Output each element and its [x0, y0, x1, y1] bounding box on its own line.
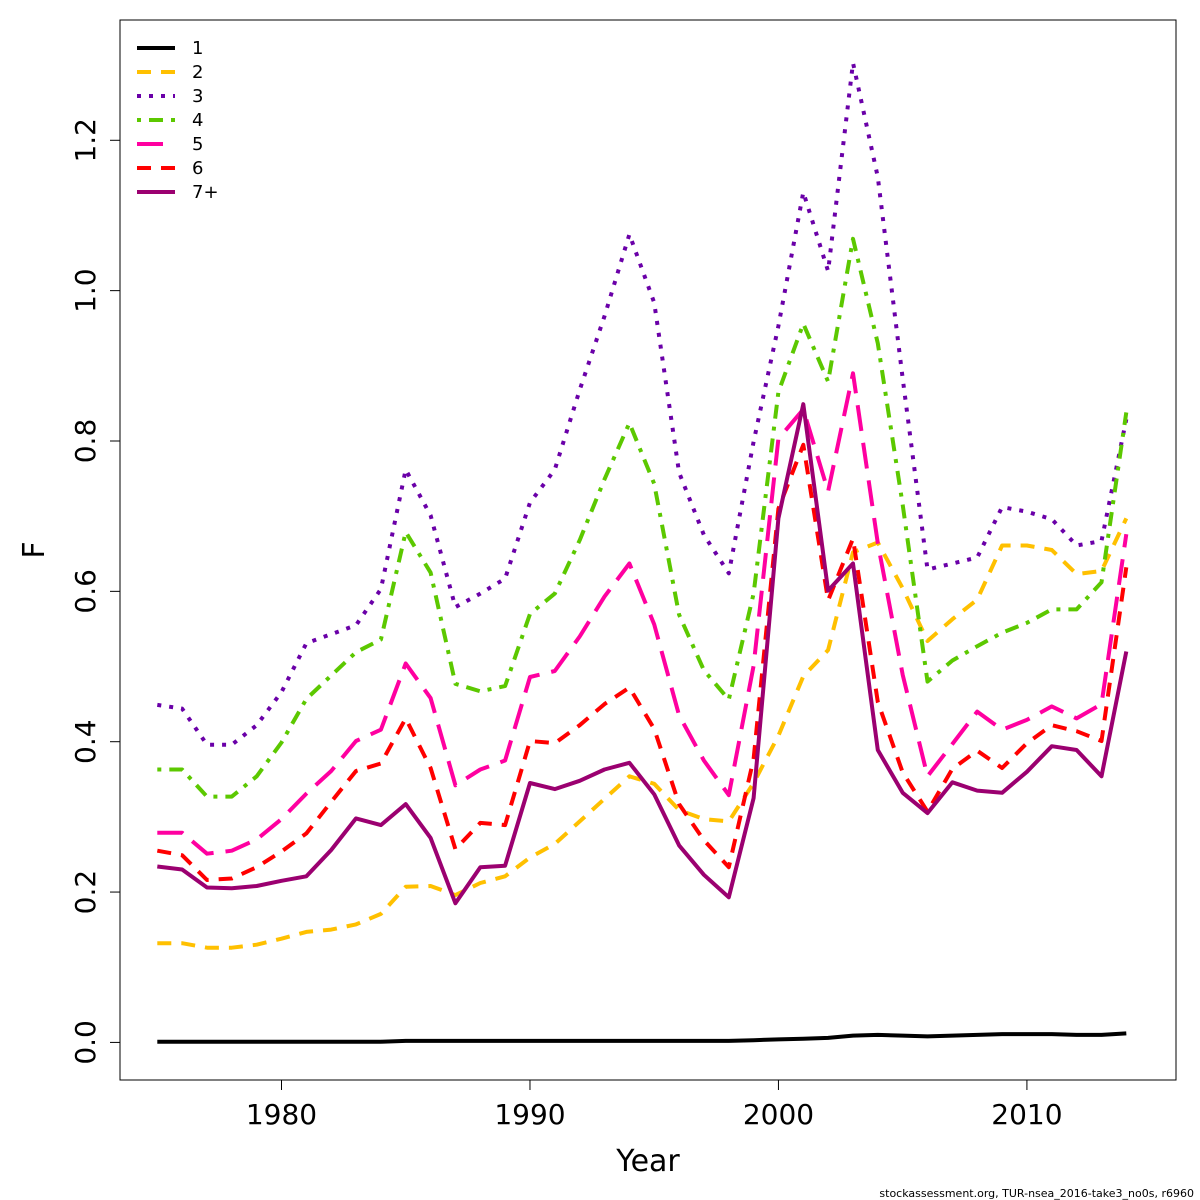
- series-line-4: [157, 236, 1129, 799]
- x-tick-label: 1990: [494, 1098, 565, 1131]
- series-line-6: [156, 442, 1129, 882]
- y-tick-label: 0.6: [69, 569, 102, 614]
- legend-label-6: 6: [192, 158, 203, 179]
- x-tick-label: 2010: [991, 1098, 1062, 1131]
- legend-label-2: 2: [192, 62, 203, 83]
- series-group: [156, 60, 1129, 1044]
- y-tick-label: 0.8: [69, 419, 102, 464]
- series-line-5: [157, 371, 1129, 856]
- x-axis: 1980 1990 2000 2010: [246, 1079, 1063, 1131]
- legend-label-7plus: 7+: [192, 182, 219, 203]
- x-tick-label: 1980: [246, 1098, 317, 1131]
- legend-label-4: 4: [192, 110, 203, 131]
- footer-credit: stockassessment.org, TUR-nsea_2016-take3…: [879, 1187, 1194, 1200]
- series-line-2: [157, 517, 1129, 950]
- y-axis: 0.0 0.2 0.4 0.6 0.8 1.0 1.2: [69, 118, 121, 1065]
- legend-label-5: 5: [192, 134, 203, 155]
- y-tick-label: 0.4: [69, 719, 102, 764]
- series-line-7plus: [157, 402, 1129, 906]
- y-tick-label: 0.0: [69, 1020, 102, 1065]
- legend-label-1: 1: [192, 38, 203, 59]
- y-axis-title: F: [17, 541, 52, 558]
- x-axis-title: Year: [615, 1144, 680, 1179]
- y-tick-label: 0.2: [69, 870, 102, 915]
- y-tick-label: 1.2: [69, 118, 102, 163]
- legend-label-3: 3: [192, 86, 203, 107]
- x-tick-label: 2000: [743, 1098, 814, 1131]
- legend: 1 2 3 4 5 6 7+: [137, 38, 219, 203]
- series-line-1: [157, 1031, 1127, 1044]
- y-tick-label: 1.0: [69, 268, 102, 313]
